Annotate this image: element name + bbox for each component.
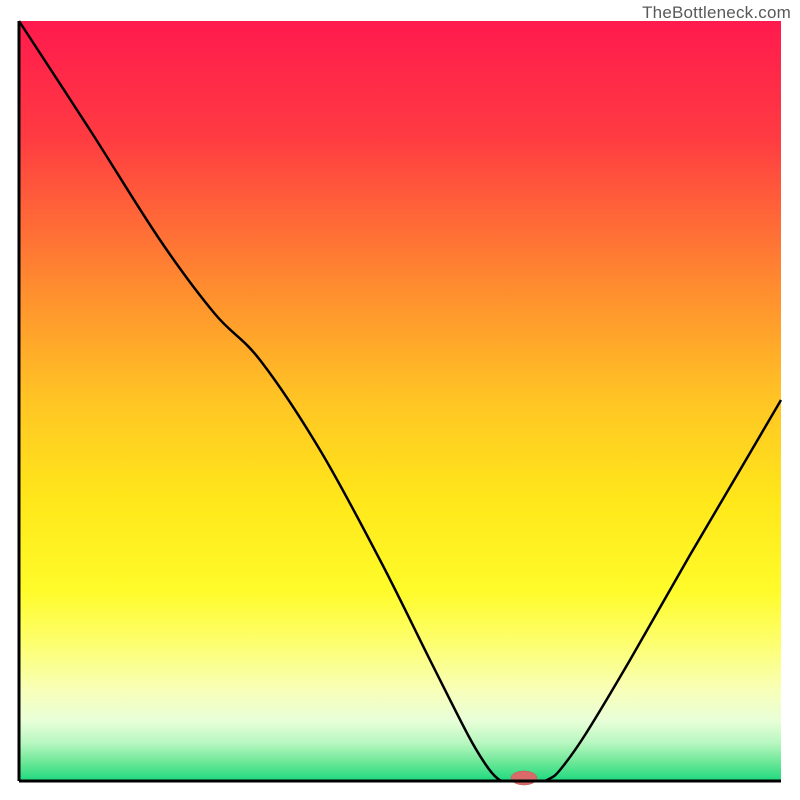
optimal-point-marker [511,771,537,785]
chart-svg [0,0,800,800]
plot-background [19,21,781,781]
attribution-text: TheBottleneck.com [642,3,791,23]
chart-container: TheBottleneck.com [0,0,800,800]
